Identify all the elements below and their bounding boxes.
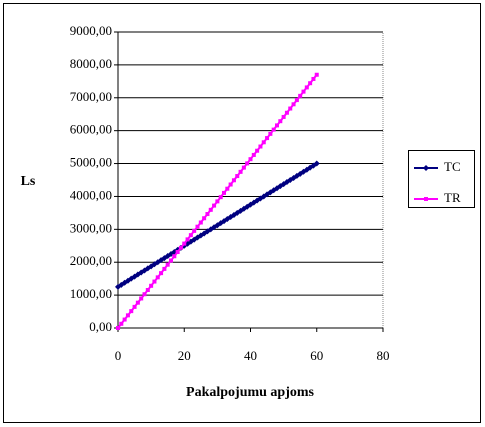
data-point xyxy=(182,241,187,246)
y-axis-label: Ls xyxy=(21,174,36,189)
data-point xyxy=(238,169,243,174)
data-point xyxy=(278,119,283,124)
data-point xyxy=(165,262,170,267)
data-point xyxy=(145,288,150,293)
data-point xyxy=(198,220,203,225)
data-point xyxy=(122,317,127,322)
data-point xyxy=(308,81,313,86)
x-axis-label: Pakalpojumu apjoms xyxy=(186,385,315,400)
data-point xyxy=(231,178,236,183)
y-tick-label: 6000,00 xyxy=(70,122,112,137)
data-point xyxy=(298,93,303,98)
data-point xyxy=(149,283,154,288)
data-point xyxy=(275,123,279,128)
data-point xyxy=(142,292,147,297)
data-point xyxy=(139,296,144,301)
y-tick-label: 0,00 xyxy=(89,319,112,334)
data-point xyxy=(311,76,316,81)
data-point xyxy=(313,160,320,167)
data-point xyxy=(162,266,167,271)
y-tick-label: 9000,00 xyxy=(70,23,112,38)
data-point xyxy=(222,190,226,195)
data-point xyxy=(258,144,263,149)
x-tick-label: 0 xyxy=(115,348,122,363)
data-point xyxy=(119,321,124,326)
data-point xyxy=(188,233,193,238)
data-point xyxy=(281,114,286,119)
data-point xyxy=(135,300,140,305)
data-point xyxy=(175,250,180,255)
data-point xyxy=(172,254,177,259)
data-point xyxy=(265,136,270,141)
data-point xyxy=(178,245,183,250)
data-point xyxy=(291,102,296,107)
data-point xyxy=(185,237,190,242)
data-point xyxy=(288,106,293,111)
legend-marker xyxy=(424,197,428,201)
data-point xyxy=(205,212,210,217)
data-point xyxy=(294,98,299,103)
x-tick-label: 40 xyxy=(244,348,257,363)
legend-label: TC xyxy=(444,159,461,174)
y-tick-label: 3000,00 xyxy=(70,220,112,235)
data-point xyxy=(284,110,289,115)
data-point xyxy=(225,186,230,191)
data-point xyxy=(125,313,130,318)
data-point xyxy=(202,216,207,221)
data-point xyxy=(192,228,197,233)
y-tick-label: 5000,00 xyxy=(70,155,112,170)
data-point xyxy=(212,203,217,208)
data-point xyxy=(159,271,164,276)
data-point xyxy=(228,182,233,187)
data-point xyxy=(304,85,309,90)
data-point xyxy=(152,279,157,284)
chart-border xyxy=(3,3,481,423)
data-point xyxy=(116,326,120,330)
data-point xyxy=(271,127,276,132)
data-point xyxy=(301,89,306,94)
data-point xyxy=(255,148,260,153)
legend-label: TR xyxy=(444,190,461,205)
data-point xyxy=(235,174,240,179)
data-point xyxy=(132,304,137,309)
data-point xyxy=(268,131,273,136)
data-point xyxy=(251,152,256,157)
data-point xyxy=(129,309,134,314)
data-point xyxy=(208,207,213,212)
data-point xyxy=(195,224,200,229)
data-point xyxy=(215,199,220,204)
y-tick-label: 4000,00 xyxy=(70,187,112,202)
data-point xyxy=(169,258,173,263)
x-tick-label: 80 xyxy=(377,348,390,363)
data-point xyxy=(245,161,250,166)
data-point xyxy=(155,275,160,280)
y-tick-label: 7000,00 xyxy=(70,89,112,104)
data-point xyxy=(218,195,223,200)
data-point xyxy=(241,165,246,170)
y-tick-label: 2000,00 xyxy=(70,253,112,268)
data-point xyxy=(314,72,319,77)
x-tick-label: 20 xyxy=(178,348,191,363)
x-tick-label: 60 xyxy=(310,348,323,363)
y-tick-label: 8000,00 xyxy=(70,56,112,71)
data-point xyxy=(261,140,266,145)
legend-marker xyxy=(423,165,429,171)
data-point xyxy=(248,157,253,162)
y-tick-label: 1000,00 xyxy=(70,286,112,301)
